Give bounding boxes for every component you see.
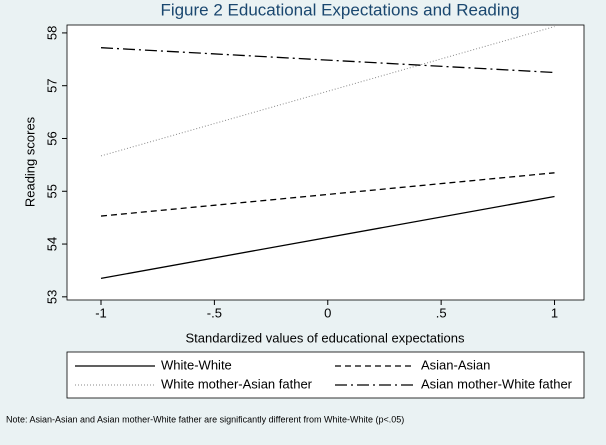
y-tick-label: 53	[44, 290, 59, 304]
x-tick-label: -.5	[207, 305, 222, 320]
note: Note: Asian-Asian and Asian mother-White…	[6, 414, 404, 424]
x-tick-label: -1	[95, 305, 107, 320]
legend	[66, 351, 585, 399]
y-tick-label: 56	[44, 131, 59, 145]
legend-label: White mother-Asian father	[161, 376, 313, 391]
plot-area	[66, 24, 585, 301]
x-tick-label: 0	[324, 305, 331, 320]
y-tick-label: 54	[44, 237, 59, 251]
legend-label: White-White	[161, 357, 232, 372]
chart-title: Figure 2 Educational Expectations and Re…	[160, 0, 519, 19]
legend-label: Asian-Asian	[421, 357, 490, 372]
series-line	[100, 172, 555, 217]
y-axis-title: Reading scores	[22, 116, 37, 207]
series-line	[100, 47, 555, 74]
series-line	[100, 26, 555, 157]
y-tick-label: 58	[44, 26, 59, 40]
y-tick-label: 55	[44, 184, 59, 198]
series-line	[100, 195, 555, 279]
x-tick-label: 1	[551, 305, 558, 320]
legend-label: Asian mother-White father	[421, 376, 573, 391]
x-tick-label: .5	[436, 305, 447, 320]
y-tick-label: 57	[44, 78, 59, 92]
x-axis-title: Standardized values of educational expec…	[186, 330, 465, 345]
